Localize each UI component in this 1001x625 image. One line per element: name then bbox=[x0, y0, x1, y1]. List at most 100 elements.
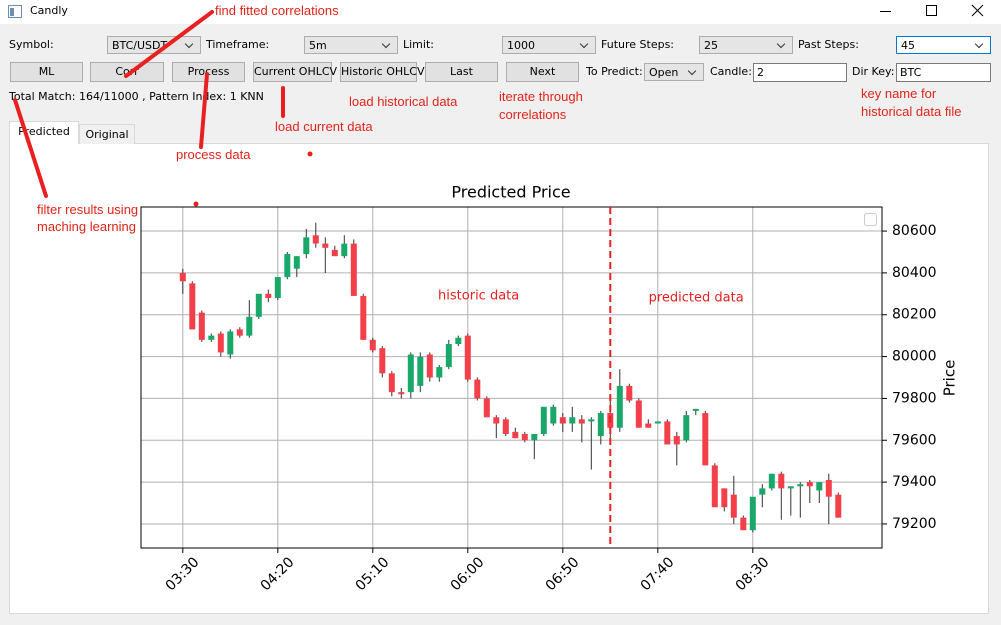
candle-body bbox=[493, 417, 500, 424]
candle-body bbox=[626, 385, 633, 401]
candle-body bbox=[540, 406, 547, 434]
timeframe-label: Timeframe: bbox=[206, 38, 270, 51]
close[interactable] bbox=[971, 4, 984, 17]
candle-body bbox=[331, 249, 338, 257]
candle-body bbox=[407, 354, 414, 393]
y-tick-label: 79200 bbox=[892, 516, 937, 532]
note: filter results using bbox=[37, 202, 139, 217]
x-tick-label: 03:30 bbox=[163, 554, 203, 594]
candle-body bbox=[749, 496, 756, 531]
candle-body bbox=[759, 488, 766, 495]
candle-body bbox=[369, 339, 376, 351]
chart-title: Predicted Price bbox=[451, 183, 570, 202]
future-steps-label: Future Steps: bbox=[601, 38, 675, 51]
note: key name for bbox=[861, 86, 937, 101]
x-tick-label: 05:10 bbox=[353, 554, 393, 594]
dir-key-input[interactable]: BTC bbox=[896, 63, 991, 82]
candle-body bbox=[521, 433, 528, 441]
app-icon bbox=[8, 5, 22, 18]
x-tick-label: 08:30 bbox=[733, 554, 773, 594]
candle-body bbox=[284, 254, 291, 278]
candle-body bbox=[730, 494, 737, 518]
timeframe-combo[interactable]: 5m bbox=[304, 36, 398, 54]
candle-body bbox=[806, 482, 813, 487]
candle-body bbox=[692, 408, 699, 411]
candle-body bbox=[274, 277, 281, 299]
y-tick-label: 79800 bbox=[892, 390, 937, 406]
window-controls[interactable] bbox=[870, 0, 1001, 24]
candle-body bbox=[645, 423, 652, 428]
candle-body bbox=[255, 293, 262, 317]
future-steps-combo[interactable]: 25 bbox=[699, 36, 793, 54]
candle-body bbox=[702, 413, 709, 466]
chart-annotation: predicted data bbox=[649, 291, 744, 306]
dir-key-label: Dir Key: bbox=[852, 65, 895, 78]
candle-body bbox=[474, 379, 481, 399]
candle-body bbox=[312, 235, 319, 244]
note: load historical data bbox=[349, 94, 458, 109]
candle-body bbox=[417, 356, 424, 386]
candle-body bbox=[531, 433, 538, 441]
candle-body bbox=[597, 413, 604, 437]
symbol-label: Symbol: bbox=[9, 38, 54, 51]
candle-body bbox=[436, 367, 443, 378]
candle-input[interactable]: 2 bbox=[753, 63, 847, 82]
candle-body bbox=[654, 421, 661, 424]
candle-body bbox=[379, 348, 386, 374]
candle-body bbox=[246, 316, 253, 336]
x-tick-label: 04:20 bbox=[258, 554, 298, 594]
candle-body bbox=[265, 293, 272, 299]
to-predict-combo[interactable]: Open bbox=[644, 63, 704, 81]
past-steps-label: Past Steps: bbox=[798, 38, 859, 51]
candle-body bbox=[673, 436, 680, 445]
next-button[interactable]: Next bbox=[506, 62, 579, 82]
candle-body bbox=[588, 419, 595, 422]
historic-ohlcv-button[interactable]: Historic OHLCV bbox=[340, 62, 425, 82]
chart-annotation: historic data bbox=[438, 289, 519, 304]
candle-body bbox=[483, 398, 490, 418]
candle-body bbox=[768, 473, 775, 489]
candle-body bbox=[787, 486, 794, 489]
x-tick-label: 06:00 bbox=[448, 554, 488, 594]
y-tick-label: 79600 bbox=[892, 432, 937, 448]
candle-label: Candle: bbox=[710, 65, 752, 78]
candle-body bbox=[189, 283, 196, 330]
candle-body bbox=[740, 517, 747, 531]
candle-body bbox=[388, 373, 395, 393]
candle-body bbox=[835, 494, 842, 518]
note: maching learning bbox=[37, 219, 137, 234]
ml-button[interactable]: ML bbox=[10, 62, 83, 82]
candle-body bbox=[664, 421, 671, 445]
current-ohlcv-button[interactable]: Current OHLCV bbox=[253, 62, 337, 82]
candle-body bbox=[816, 482, 823, 491]
note: iterate through bbox=[499, 89, 583, 104]
y-tick-label: 79400 bbox=[892, 474, 937, 490]
candle-body bbox=[502, 419, 509, 434]
candle-body bbox=[778, 473, 785, 489]
candle-body bbox=[227, 331, 234, 355]
past-steps-combo[interactable]: 45 bbox=[896, 36, 991, 54]
last-button[interactable]: Last bbox=[425, 62, 498, 82]
candle-body bbox=[293, 256, 300, 269]
maximize[interactable] bbox=[926, 5, 937, 16]
candle-body bbox=[236, 329, 243, 336]
candle-body bbox=[797, 484, 804, 487]
candle-body bbox=[711, 465, 718, 508]
limit-label: Limit: bbox=[403, 38, 434, 51]
note: find fitted correlations bbox=[215, 3, 339, 18]
x-tick-label: 06:50 bbox=[543, 554, 583, 594]
limit-combo[interactable]: 1000 bbox=[502, 36, 596, 54]
candle-body bbox=[683, 415, 690, 441]
candle-body bbox=[455, 337, 462, 345]
note: process data bbox=[176, 147, 251, 162]
tab-panel bbox=[9, 143, 989, 614]
original-tab[interactable]: Original bbox=[79, 124, 135, 144]
note: historical data file bbox=[861, 104, 962, 119]
y-tick-label: 80200 bbox=[892, 307, 937, 323]
note: correlations bbox=[499, 107, 567, 122]
note: load current data bbox=[275, 119, 373, 134]
candle-body bbox=[179, 272, 186, 282]
legend-box bbox=[864, 213, 877, 226]
to-predict-label: To Predict: bbox=[586, 65, 643, 78]
